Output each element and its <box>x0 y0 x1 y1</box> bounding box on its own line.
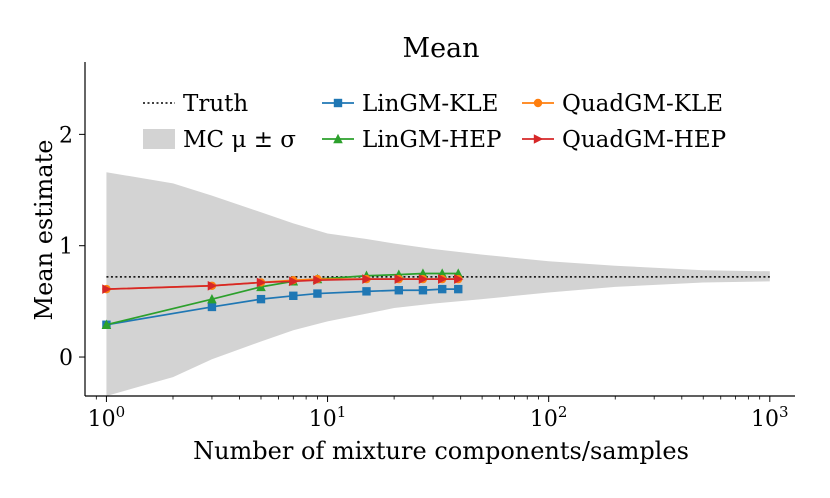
legend-marker-lingm-kle <box>333 98 343 108</box>
point-lingm-kle <box>256 294 266 304</box>
point-lingm-kle <box>454 284 463 294</box>
x-tick-label: 100 <box>88 403 126 432</box>
mc-band <box>106 172 770 396</box>
point-lingm-hep <box>207 293 217 304</box>
point-quadgm-hep <box>394 274 405 284</box>
series-line-quadgm-hep <box>106 278 459 290</box>
legend-swatch-mc-band <box>143 129 175 149</box>
point-lingm-kle <box>418 286 428 295</box>
chart-title: Mean <box>402 33 479 64</box>
plot-area <box>101 172 770 396</box>
axes <box>84 62 795 397</box>
point-quadgm-hep <box>418 274 429 284</box>
y-axis-label: Mean estimate <box>30 140 58 321</box>
point-quadgm-hep <box>313 275 323 286</box>
point-quadgm-hep <box>102 284 112 294</box>
legend-marker-quadgm-kle <box>533 98 543 108</box>
point-lingm-kle <box>362 287 371 296</box>
point-lingm-hep <box>101 319 112 329</box>
y-tick-label: 0 <box>59 346 73 371</box>
point-quadgm-hep <box>438 274 448 284</box>
point-quadgm-hep <box>207 280 218 291</box>
x-tick-label: 101 <box>309 403 347 432</box>
point-quadgm-hep <box>289 276 299 287</box>
point-quadgm-hep <box>454 274 464 284</box>
ticks: 0 1 2 100 101 102 103 <box>59 123 789 432</box>
legend-marker-lingm-hep <box>333 133 343 144</box>
legend-marker-quadgm-hep <box>533 134 544 144</box>
point-lingm-kle <box>394 286 404 295</box>
legend-label-quadgm-kle: QuadGM-KLE <box>562 91 723 117</box>
legend-label-truth: Truth <box>183 91 248 117</box>
point-lingm-kle <box>438 284 447 294</box>
series-line-lingm-hep <box>106 272 459 326</box>
x-axis-label: Number of mixture components/samples <box>193 437 689 465</box>
legend-label-quadgm-hep: QuadGM-HEP <box>562 127 726 153</box>
point-lingm-kle <box>289 291 298 300</box>
x-tick-label: 102 <box>530 403 568 432</box>
y-tick-label: 1 <box>59 235 73 260</box>
series-line-lingm-kle <box>106 288 459 326</box>
point-quadgm-hep <box>256 277 267 288</box>
legend-label-lingm-hep: LinGM-HEP <box>362 127 501 153</box>
point-lingm-kle <box>313 289 322 298</box>
x-tick-label: 103 <box>751 403 789 432</box>
legend-label-lingm-kle: LinGM-KLE <box>362 91 498 117</box>
point-quadgm-hep <box>362 274 372 284</box>
legend: Truth MC μ ± σ LinGM-KLE LinGM-HEP QuadGM-KL… <box>143 91 726 153</box>
y-tick-label: 2 <box>59 123 73 148</box>
point-lingm-kle <box>207 302 217 312</box>
legend-label-mc-band: MC μ ± σ <box>183 127 296 153</box>
